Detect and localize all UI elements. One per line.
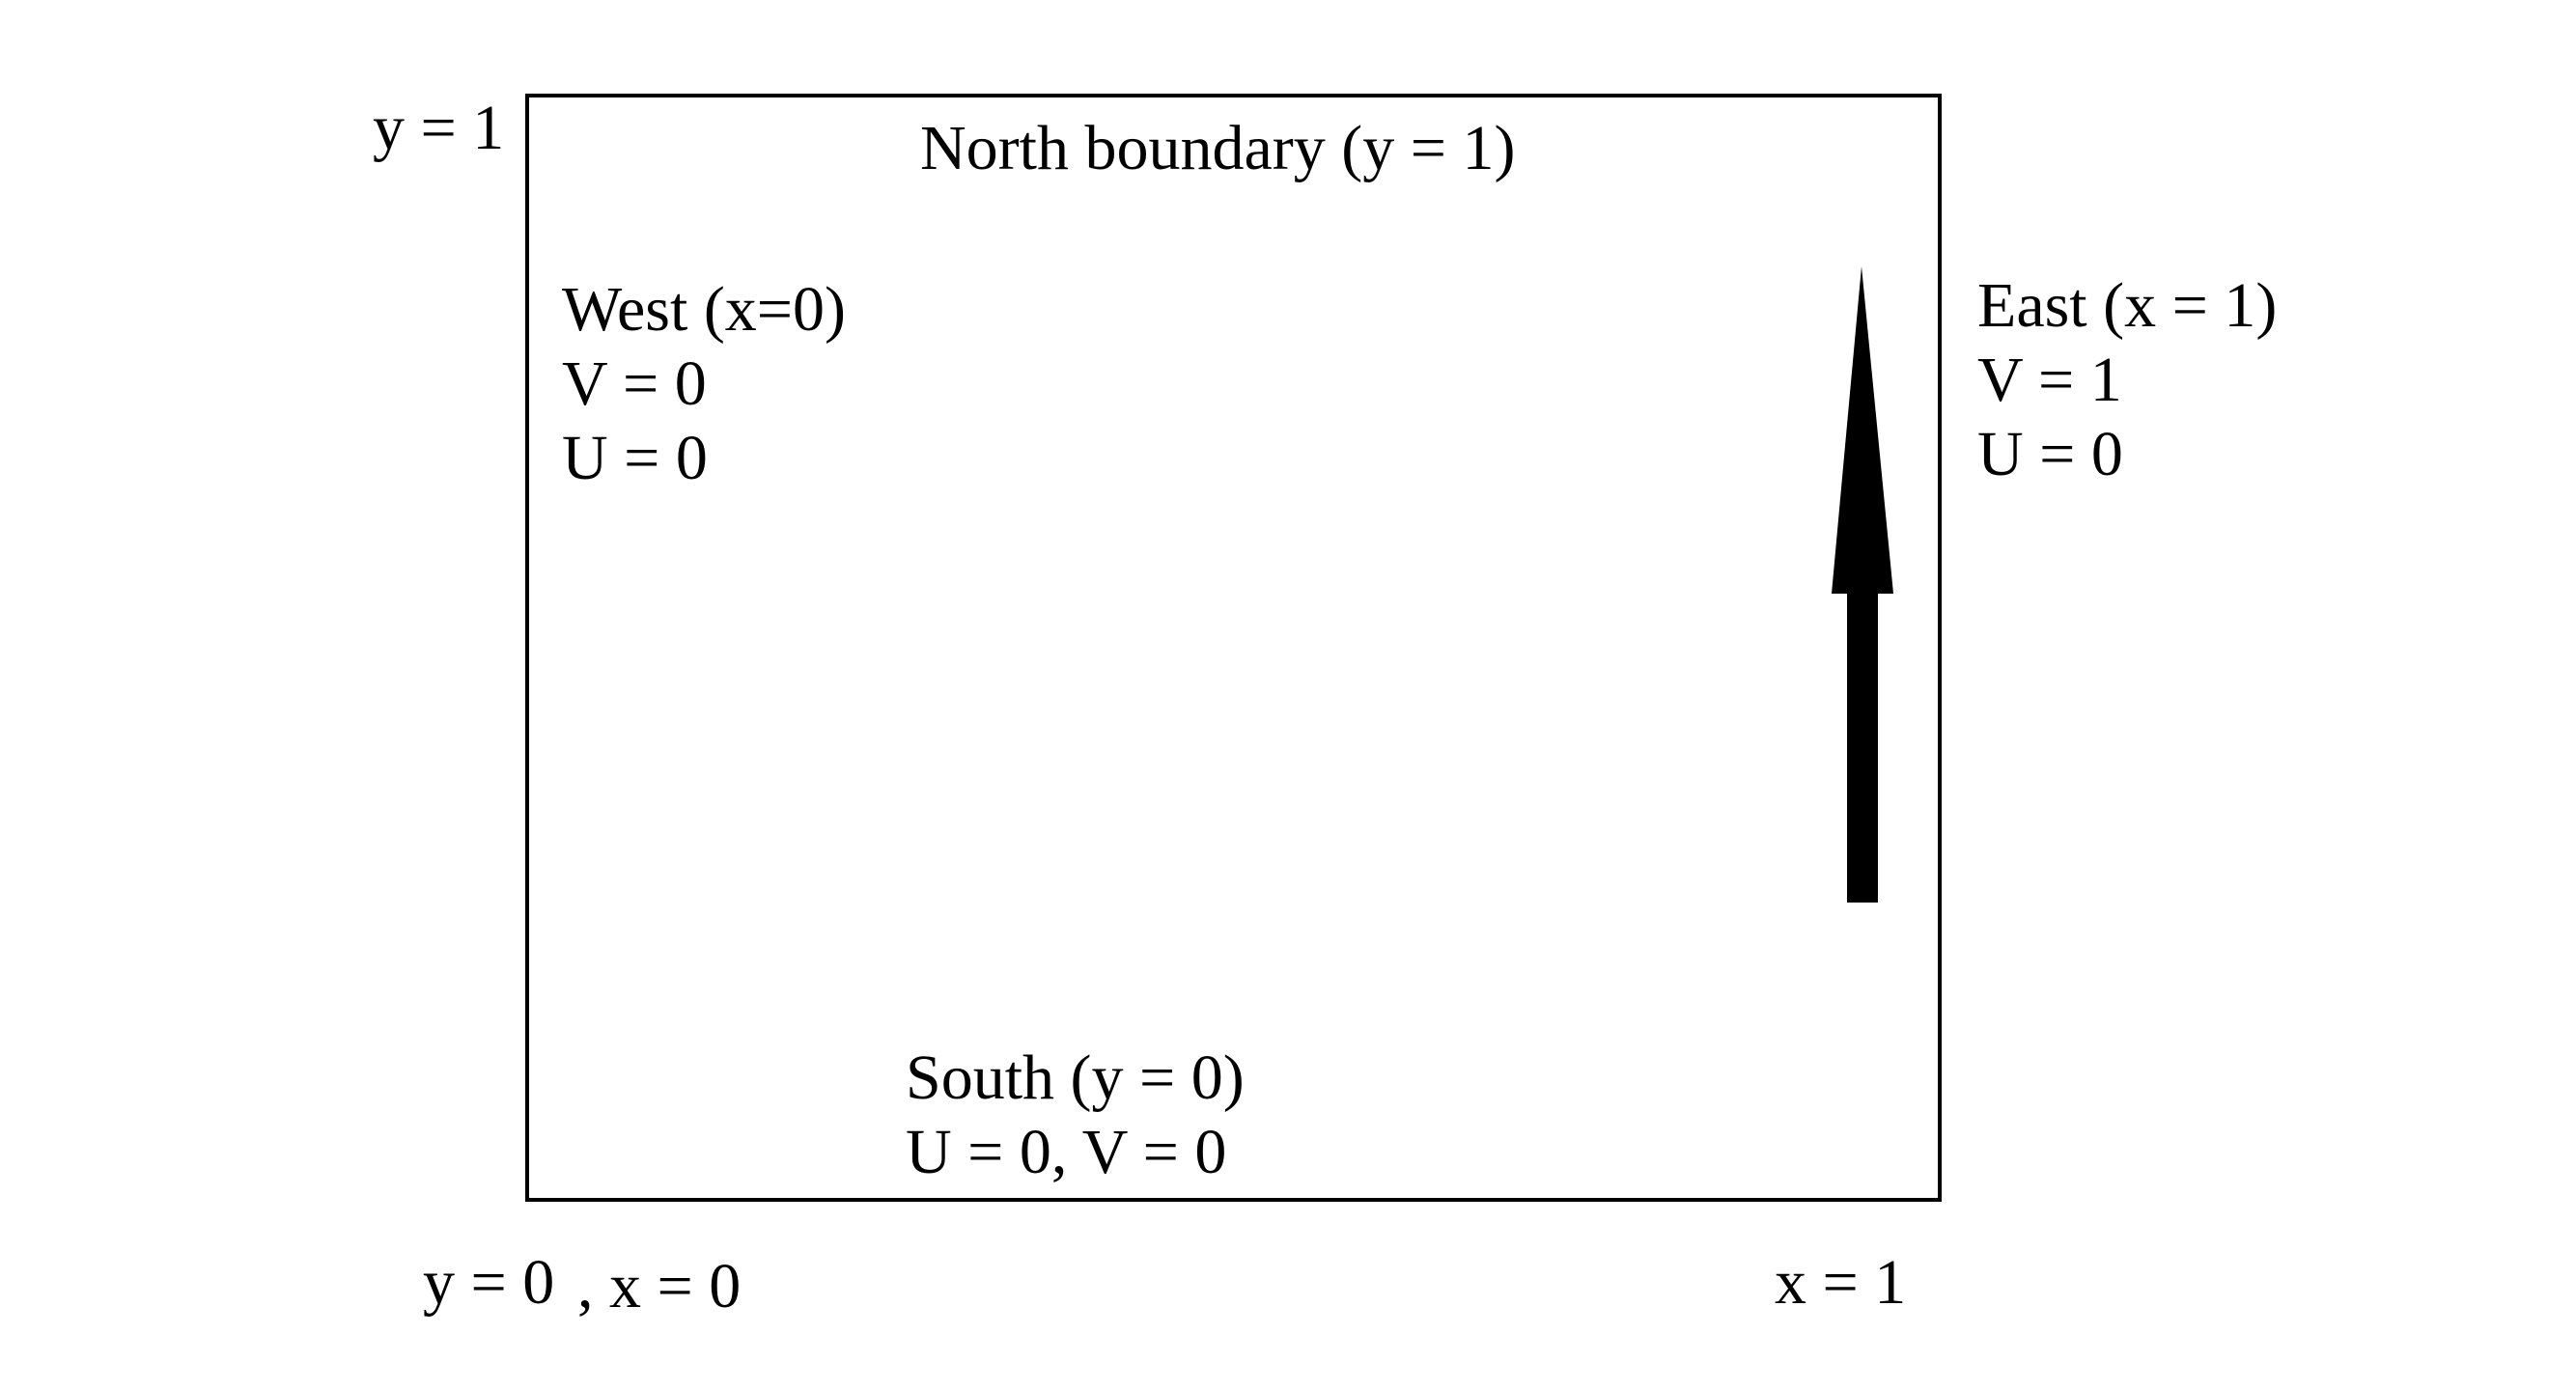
west-boundary-block: West (x=0) V = 0 U = 0 xyxy=(562,272,846,495)
south-boundary-title: South (y = 0) xyxy=(906,1042,1245,1113)
corner-label-bottom-left-y: y = 0 xyxy=(423,1247,555,1318)
west-boundary-title: West (x=0) xyxy=(562,274,847,345)
east-boundary-u: U = 0 xyxy=(1977,419,2123,489)
corner-label-bottom-left-x: , x = 0 xyxy=(577,1251,742,1321)
north-boundary-label: North boundary (y = 1) xyxy=(920,113,1516,183)
arrow-head xyxy=(1832,266,1893,594)
arrow-shaft xyxy=(1847,589,1878,903)
west-boundary-v: V = 0 xyxy=(562,348,707,419)
corner-label-bottom-right: x = 1 xyxy=(1775,1247,1907,1318)
arrow-up-icon xyxy=(1832,266,1893,903)
west-boundary-u: U = 0 xyxy=(562,423,708,493)
east-boundary-v: V = 1 xyxy=(1977,345,2122,415)
corner-label-top-left: y = 1 xyxy=(373,93,505,163)
east-boundary-title: East (x = 1) xyxy=(1977,270,2278,341)
east-boundary-block: East (x = 1) V = 1 U = 0 xyxy=(1977,268,2277,491)
computational-domain-box xyxy=(525,94,1942,1202)
south-boundary-values: U = 0, V = 0 xyxy=(906,1117,1227,1187)
south-boundary-block: South (y = 0) U = 0, V = 0 xyxy=(906,1041,1245,1189)
